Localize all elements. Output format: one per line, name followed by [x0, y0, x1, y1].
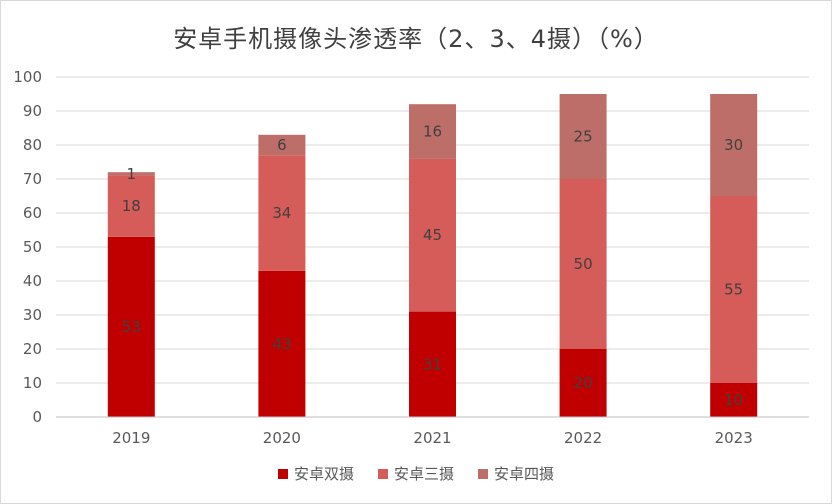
- legend-swatch: [277, 468, 288, 479]
- legend-label: 安卓三摄: [393, 465, 454, 483]
- y-tick-label: 100: [13, 68, 42, 86]
- chart-plot: 0 10 20 30 40 50 60 70 80 90 100 53 18 1 43 34 6 31 45 16 2…: [13, 68, 809, 447]
- data-label: 45: [423, 226, 442, 244]
- x-tick-label: 2021: [413, 429, 451, 447]
- bar-segment: [258, 134, 306, 156]
- y-tick-label: 20: [23, 340, 42, 358]
- data-label: 16: [423, 122, 442, 140]
- y-tick-label: 0: [32, 408, 42, 426]
- y-tick-label: 70: [23, 170, 42, 188]
- legend-item: 安卓双摄: [277, 463, 354, 484]
- data-label: 6: [277, 136, 287, 154]
- bar-segment: [710, 196, 758, 383]
- y-tick-label: 30: [23, 306, 42, 324]
- data-label: 50: [574, 255, 593, 273]
- y-tick-label: 50: [23, 238, 42, 256]
- bar-segment: [409, 158, 456, 312]
- legend-label: 安卓双摄: [293, 465, 354, 483]
- chart-legend: 安卓双摄 安卓三摄 安卓四摄: [1, 463, 831, 484]
- data-label: 30: [724, 136, 743, 154]
- y-tick-label: 90: [23, 102, 42, 120]
- data-label: 10: [724, 391, 743, 409]
- bar-segment: [107, 236, 155, 417]
- bar-segment: [559, 349, 607, 417]
- bar-segment: [258, 155, 306, 271]
- data-label: 55: [724, 281, 743, 299]
- bar-segment: [409, 104, 456, 159]
- bar-segment: [107, 175, 155, 237]
- legend-swatch: [478, 468, 488, 479]
- chart-title: 安卓手机摄像头渗透率（2、3、4摄）（%）: [173, 25, 659, 53]
- x-tick-label: 2022: [564, 429, 602, 447]
- data-label: 34: [272, 204, 291, 222]
- data-label: 43: [272, 335, 291, 353]
- bar-segment: [710, 94, 758, 196]
- bar-segment: [559, 179, 607, 349]
- x-tick-label: 2019: [112, 429, 150, 447]
- legend-swatch: [377, 468, 388, 479]
- y-tick-label: 10: [23, 374, 42, 392]
- y-tick-label: 60: [23, 204, 42, 222]
- y-axis: 0 10 20 30 40 50 60 70 80 90 100: [13, 68, 42, 426]
- data-label: 25: [574, 128, 593, 146]
- data-label: 20: [574, 374, 593, 392]
- bars: 53 18 1 43 34 6 31 45 16 20 50 25 10 55 30: [107, 94, 758, 417]
- bar-segment: [409, 311, 456, 417]
- y-tick-label: 40: [23, 272, 42, 290]
- legend-item: 安卓三摄: [377, 463, 454, 484]
- bar-segment: [559, 94, 607, 179]
- x-axis: 2019 2020 2021 2022 2023: [56, 416, 809, 447]
- data-label: 31: [423, 355, 442, 373]
- x-tick-label: 2023: [715, 429, 753, 447]
- x-tick-label: 2020: [263, 429, 301, 447]
- data-label: 1: [127, 165, 137, 183]
- bar-segment: [710, 383, 758, 417]
- bar-segment: [258, 270, 306, 417]
- data-label: 18: [122, 197, 141, 215]
- legend-label: 安卓四摄: [494, 465, 555, 483]
- y-tick-label: 80: [23, 136, 42, 154]
- data-label: 53: [122, 318, 141, 336]
- legend-item: 安卓四摄: [478, 463, 554, 484]
- bar-segment: [107, 172, 155, 176]
